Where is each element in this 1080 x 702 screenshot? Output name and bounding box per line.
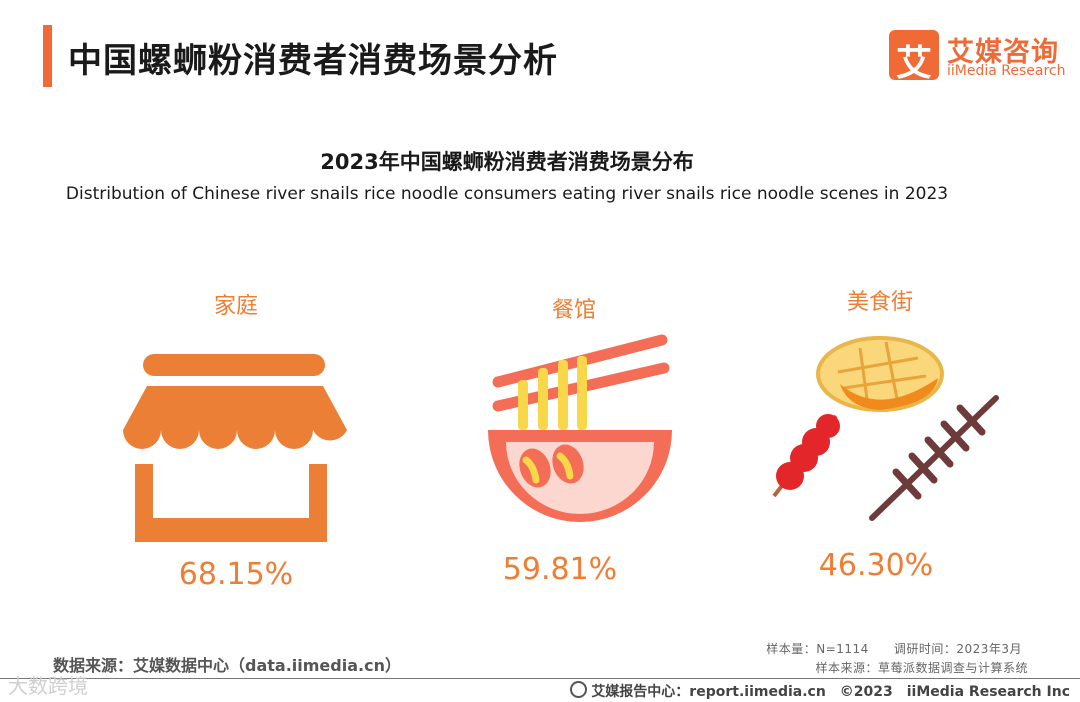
globe-icon: [570, 681, 588, 698]
page-title: 中国螺蛳粉消费者消费场景分析: [68, 41, 558, 81]
street-food-icon: [772, 336, 999, 521]
logo-english-name: iiMedia Research: [947, 63, 1066, 79]
logo-chinese-name: 艾媒咨询: [947, 37, 1059, 68]
sample-method: 样本来源：草莓派数据调查与计算系统: [815, 661, 1028, 675]
title-accent-bar: [43, 25, 52, 87]
storefront-icon: [123, 354, 347, 542]
category-label-food-street: 美食街: [846, 290, 913, 315]
sample-info: 样本量：N=1114 调研时间：2023年3月: [766, 642, 1022, 656]
value-label-restaurant: 59.81%: [502, 552, 618, 587]
footer-divider: [0, 678, 1080, 679]
watermark: 大数跨境: [8, 674, 88, 698]
value-label-food-street: 46.30%: [818, 548, 934, 583]
logo-mark: 艾: [889, 30, 939, 84]
category-label-home: 家庭: [213, 294, 258, 319]
noodle-bowl-icon: [488, 334, 672, 522]
category-label-restaurant: 餐馆: [551, 298, 596, 323]
report-center-link[interactable]: 艾媒报告中心：report.iimedia.cn ©2023 iiMedia R…: [570, 681, 1070, 701]
brand-logo: 艾 艾媒咨询 iiMedia Research: [889, 30, 1066, 84]
data-source: 数据来源：艾媒数据中心（data.iimedia.cn）: [53, 656, 401, 675]
chart-title: 2023年中国螺蛳粉消费者消费场景分布: [320, 150, 694, 174]
value-label-home: 68.15%: [178, 557, 294, 592]
chart-subtitle: Distribution of Chinese river snails ric…: [65, 184, 949, 204]
report-center-text: 艾媒报告中心：report.iimedia.cn ©2023 iiMedia R…: [591, 684, 1070, 700]
